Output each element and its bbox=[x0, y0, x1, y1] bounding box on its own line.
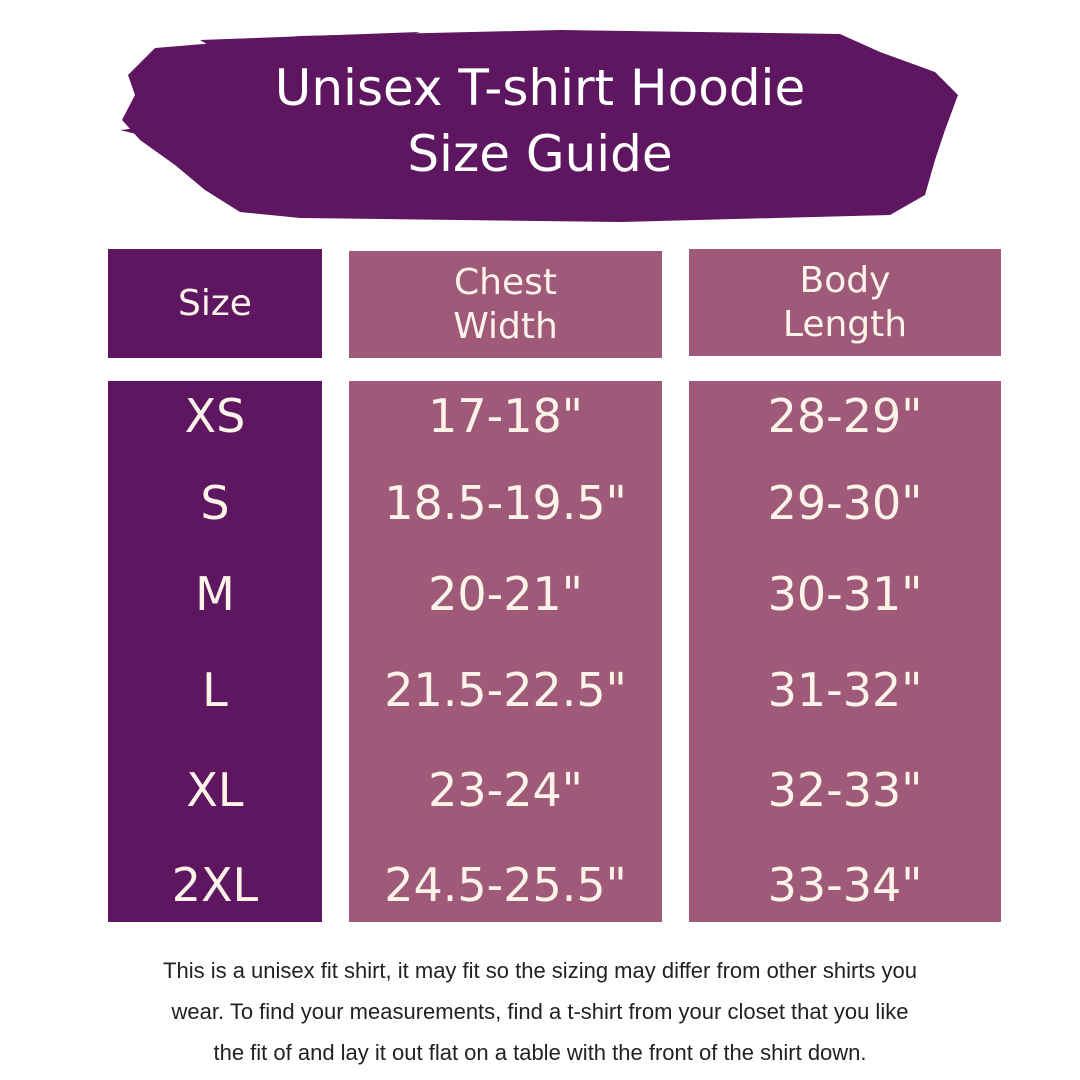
cell-size: XL bbox=[186, 763, 244, 817]
title-line-1: Unisex T-shirt Hoodie bbox=[274, 59, 806, 117]
header-chest-width: Chest Width bbox=[349, 251, 662, 358]
cell-size: 2XL bbox=[171, 858, 259, 912]
cell-chest: 18.5-19.5" bbox=[384, 476, 627, 530]
cell-size: S bbox=[200, 476, 230, 530]
header-body-line2: Length bbox=[782, 303, 908, 345]
cell-size: XS bbox=[184, 389, 246, 443]
chest-column bbox=[349, 381, 662, 922]
header-size-label: Size bbox=[178, 282, 252, 324]
header-size: Size bbox=[108, 249, 322, 358]
cell-body: 31-32" bbox=[767, 663, 923, 717]
header-body-length: Body Length bbox=[689, 249, 1001, 356]
cell-chest: 24.5-25.5" bbox=[384, 858, 627, 912]
footer-line: wear. To find your measurements, find a … bbox=[171, 999, 909, 1024]
body-column bbox=[689, 381, 1001, 922]
cell-chest: 20-21" bbox=[428, 567, 583, 621]
cell-body: 33-34" bbox=[767, 858, 923, 912]
title-line-2: Size Guide bbox=[407, 125, 673, 183]
cell-body: 29-30" bbox=[767, 476, 923, 530]
cell-body: 30-31" bbox=[767, 567, 923, 621]
cell-chest: 21.5-22.5" bbox=[384, 663, 627, 717]
brush-stroke-banner bbox=[120, 30, 958, 222]
cell-size: L bbox=[202, 663, 228, 717]
cell-size: M bbox=[195, 567, 235, 621]
header-chest-line2: Width bbox=[453, 305, 558, 347]
cell-chest: 17-18" bbox=[428, 389, 583, 443]
cell-chest: 23-24" bbox=[428, 763, 583, 817]
page-title: Unisex T-shirt Hoodie Size Guide bbox=[180, 55, 900, 187]
footer-note: This is a unisex fit shirt, it may fit s… bbox=[60, 950, 1020, 1073]
footer-line: the fit of and lay it out flat on a tabl… bbox=[213, 1040, 867, 1065]
header-chest-line1: Chest bbox=[454, 261, 557, 303]
size-column bbox=[108, 381, 322, 922]
cell-body: 28-29" bbox=[767, 389, 923, 443]
header-body-line1: Body bbox=[799, 259, 891, 301]
cell-body: 32-33" bbox=[767, 763, 923, 817]
footer-line: This is a unisex fit shirt, it may fit s… bbox=[163, 958, 917, 983]
